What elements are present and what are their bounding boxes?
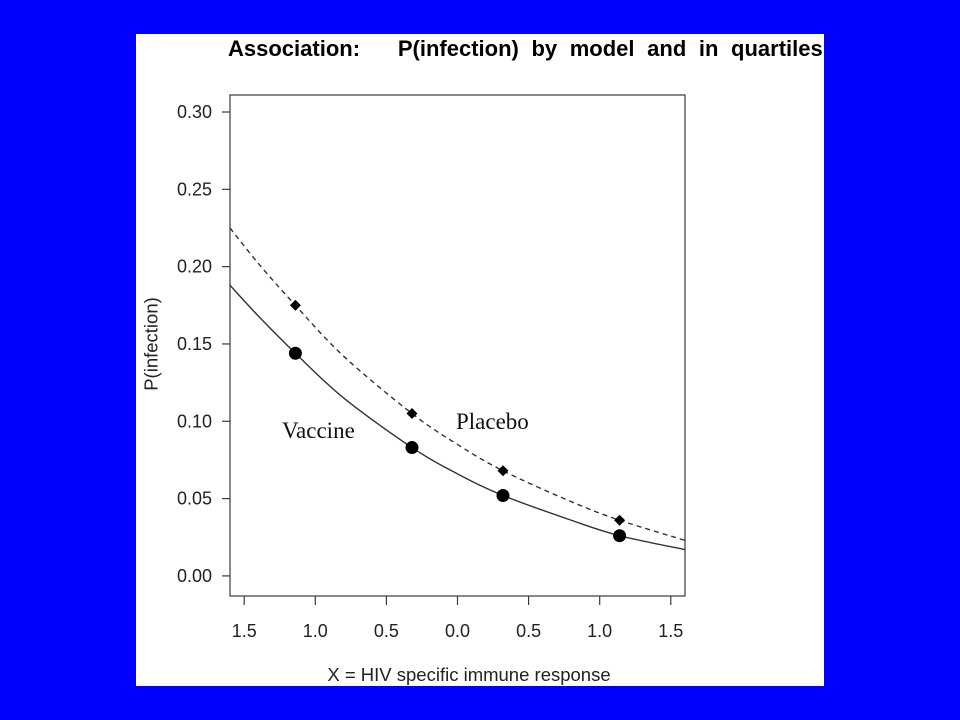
y-axis: 0.00 0.05 0.10 0.15 0.20 0.25 0.30 [177, 102, 230, 586]
vaccine-curve-label: Vaccine [282, 418, 355, 443]
x-tick-label: 0.5 [516, 621, 541, 641]
placebo-curve-label: Placebo [456, 409, 529, 434]
y-tick-label: 0.30 [177, 102, 212, 122]
x-tick-label: 0.0 [445, 621, 470, 641]
x-tick-label: 1.0 [587, 621, 612, 641]
x-tick-label: 1.0 [303, 621, 328, 641]
placebo-curve [230, 227, 685, 541]
y-tick-label: 0.10 [177, 411, 212, 431]
placebo-quartile-point [406, 408, 418, 420]
slide-panel: Association: P(infection) by model and i… [136, 34, 824, 686]
vaccine-curve [230, 284, 685, 551]
y-tick-label: 0.00 [177, 566, 212, 586]
x-tick-label: 0.5 [374, 621, 399, 641]
chart-title: Association: P(infection) by model and i… [228, 36, 823, 61]
vaccine-quartile-point [613, 529, 627, 543]
placebo-quartile-point [289, 299, 301, 311]
x-tick-label: 1.5 [232, 621, 257, 641]
x-axis: 1.5 1.0 0.5 0.0 0.5 1.0 1.5 [232, 596, 683, 641]
y-tick-label: 0.20 [177, 257, 212, 277]
x-axis-label: X = HIV specific immune response [327, 664, 610, 685]
vaccine-quartile-point [288, 346, 302, 360]
infection-probability-chart: Association: P(infection) by model and i… [141, 36, 823, 685]
placebo-quartile-point [614, 514, 626, 526]
y-tick-label: 0.15 [177, 334, 212, 354]
model-curves [230, 227, 685, 551]
vaccine-quartile-point [496, 488, 510, 502]
y-tick-label: 0.05 [177, 489, 212, 509]
y-axis-label: P(infection) [141, 297, 162, 391]
placebo-quartile-point [497, 465, 509, 477]
x-tick-label: 1.5 [658, 621, 683, 641]
quartile-points [288, 299, 627, 543]
y-tick-label: 0.25 [177, 179, 212, 199]
vaccine-quartile-point [405, 441, 419, 455]
